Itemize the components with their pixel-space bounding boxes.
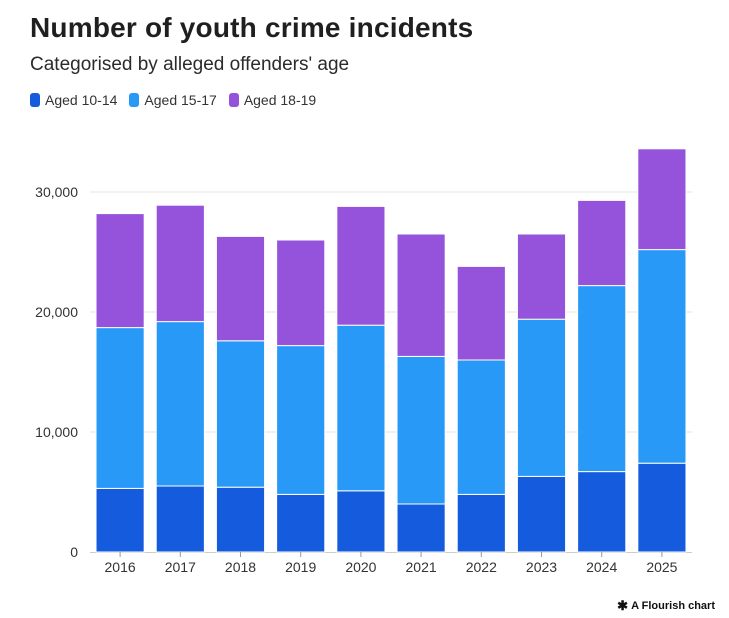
y-tick-label: 30,000 <box>35 184 78 200</box>
y-tick-label: 20,000 <box>35 304 78 320</box>
bar-segment-aged-15-17-2017 <box>155 321 205 487</box>
bar-segment-aged-18-19-2025 <box>637 148 687 251</box>
legend-swatch-aged-15-17 <box>129 93 140 107</box>
chart-legend: Aged 10-14 Aged 15-17 Aged 18-19 <box>30 92 316 108</box>
bar-segment-aged-10-14-2017 <box>155 485 205 553</box>
x-tick-label: 2022 <box>466 559 497 575</box>
legend-item-aged-18-19[interactable]: Aged 18-19 <box>228 92 317 108</box>
y-tick-label: 10,000 <box>35 424 78 440</box>
legend-label-aged-10-14: Aged 10-14 <box>45 92 118 108</box>
bar-segment-aged-10-14-2020 <box>336 490 386 553</box>
bar-segment-aged-10-14-2024 <box>577 471 627 553</box>
x-tick-label: 2020 <box>345 559 376 575</box>
flourish-credit[interactable]: ✱ A Flourish chart <box>617 599 715 612</box>
chart-subtitle: Categorised by alleged offenders' age <box>30 54 350 75</box>
bar-segment-aged-15-17-2020 <box>336 324 386 492</box>
bar-segment-aged-18-19-2022 <box>456 265 506 361</box>
bar-segment-aged-10-14-2019 <box>276 493 326 553</box>
bar-segment-aged-18-19-2017 <box>155 204 205 323</box>
bar-segment-aged-15-17-2021 <box>396 355 446 505</box>
bar-segment-aged-18-19-2020 <box>336 205 386 326</box>
bar-segment-aged-18-19-2021 <box>396 233 446 357</box>
legend-item-aged-15-17[interactable]: Aged 15-17 <box>129 92 217 108</box>
flourish-credit-text: A Flourish chart <box>631 599 715 612</box>
x-tick-label: 2021 <box>406 559 437 575</box>
legend-label-aged-15-17: Aged 15-17 <box>144 92 217 108</box>
x-tick-label: 2024 <box>586 559 617 575</box>
bar-segment-aged-18-19-2019 <box>276 239 326 347</box>
x-tick-label: 2023 <box>526 559 557 575</box>
legend-label-aged-18-19: Aged 18-19 <box>243 92 317 108</box>
flourish-star-icon: ✱ <box>617 598 629 613</box>
x-tick-label: 2025 <box>646 559 677 575</box>
x-tick-label: 2017 <box>165 559 196 575</box>
bar-segment-aged-18-19-2016 <box>95 213 145 329</box>
y-tick-label: 0 <box>70 544 78 560</box>
bar-segment-aged-10-14-2022 <box>456 493 506 553</box>
bar-segment-aged-15-17-2018 <box>215 340 266 488</box>
bar-segment-aged-10-14-2023 <box>516 475 567 553</box>
legend-swatch-aged-18-19 <box>228 93 239 107</box>
bar-segment-aged-15-17-2024 <box>577 285 627 473</box>
x-tick-label: 2018 <box>225 559 256 575</box>
bar-segment-aged-10-14-2018 <box>215 486 266 553</box>
bar-segment-aged-18-19-2023 <box>516 233 567 320</box>
bar-segment-aged-15-17-2019 <box>276 345 326 495</box>
legend-item-aged-10-14[interactable]: Aged 10-14 <box>30 92 117 108</box>
bar-segment-aged-10-14-2025 <box>637 462 687 553</box>
x-tick-label: 2019 <box>285 559 316 575</box>
bar-segment-aged-10-14-2016 <box>95 487 145 553</box>
bar-segment-aged-15-17-2022 <box>456 359 506 495</box>
bar-segment-aged-15-17-2023 <box>516 318 567 477</box>
bar-segment-aged-18-19-2024 <box>577 199 627 287</box>
x-tick-label: 2016 <box>105 559 136 575</box>
bar-segment-aged-10-14-2021 <box>396 503 446 553</box>
chart-title: Number of youth crime incidents <box>30 12 474 43</box>
bar-segment-aged-18-19-2018 <box>215 235 266 342</box>
legend-swatch-aged-10-14 <box>30 93 40 107</box>
bar-segment-aged-15-17-2025 <box>637 249 687 464</box>
bar-segment-aged-15-17-2016 <box>95 327 145 489</box>
